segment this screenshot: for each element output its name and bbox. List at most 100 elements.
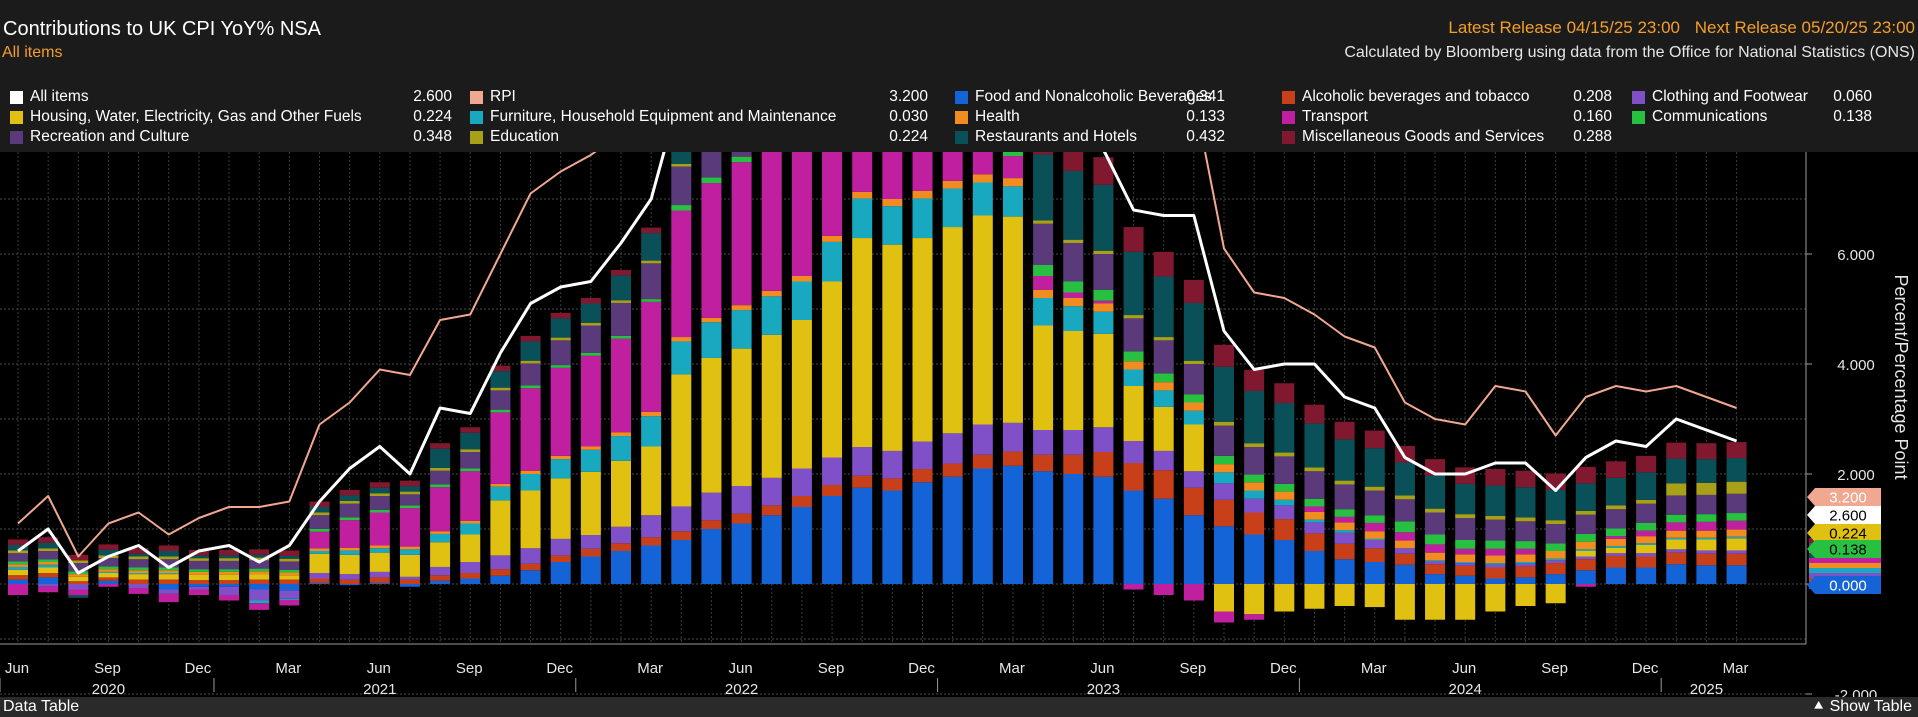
bar-segment [399,508,420,547]
legend-value: 0.348 [413,128,452,145]
bar-segment [1545,563,1566,575]
bar-segment [1485,485,1506,516]
bar-segment [1515,541,1536,549]
bar-segment [1394,462,1415,496]
bar-segment [1123,361,1144,370]
bar-segment [219,560,240,570]
bar-segment [1666,522,1687,531]
bar-segment [188,571,209,575]
bar-segment [460,578,481,584]
bar-segment [1455,584,1476,620]
legend-item[interactable]: Health 0.133 [955,107,1225,127]
bar-segment [791,281,812,320]
bar-segment [972,424,993,455]
bar-segment [791,507,812,584]
bar-segment [1214,464,1234,473]
bar-segment [188,558,209,561]
bar-segment [1515,548,1536,555]
legend-item[interactable]: RPI 3.200 [470,87,928,107]
bar-segment [791,320,812,469]
legend-item[interactable]: Food and Nonalcoholic Beverages 0.341 [955,87,1225,107]
legend-item[interactable]: All items 2.600 [10,87,452,107]
security-subtitle[interactable]: All items [2,44,63,61]
legend-item[interactable]: Restaurants and Hotels 0.432 [955,127,1225,147]
bar-segment [490,365,511,372]
bar-segment [1485,548,1506,556]
bar-segment [8,544,28,551]
legend-swatch [1282,91,1295,104]
bar-segment [279,569,300,573]
bar-segment [309,548,330,551]
legend-label: Communications [1652,108,1768,125]
bar-segment [98,566,119,570]
bar-segment [1334,421,1355,440]
bar-segment [430,542,451,567]
bar-segment [1214,483,1234,500]
bar-segment [279,579,300,584]
legend-item[interactable]: Recreation and Culture 0.348 [10,127,452,147]
bar-segment [731,513,752,524]
bar-segment [1636,553,1657,557]
all-items-line [17,152,1738,575]
bar-segment [1304,533,1325,551]
chart-axes: -2.0000.0002.0004.0006.0008.00010.00012.… [0,152,1911,697]
bar-segment [1485,578,1506,584]
legend-item[interactable]: Clothing and Footwear 0.060 [1632,87,1872,107]
x-tick-label: Sep [94,660,121,677]
bar-segment [1123,227,1144,252]
bar-segment [219,555,240,559]
bar-segment [68,595,89,598]
bar-segment [1002,152,1023,157]
show-table-label: Show Table [1829,698,1912,715]
y-tick-label: 8.000 [1837,152,1875,154]
data-table-label[interactable]: Data Table [3,698,80,715]
legend-item[interactable]: Communications 0.138 [1632,107,1872,127]
bar-segment [1153,373,1174,383]
x-year-label: 2021 [363,681,396,697]
legend-item[interactable]: Housing, Water, Electricity, Gas and Oth… [10,107,452,127]
bar-segment [1304,506,1325,512]
bar-segment [1364,430,1385,449]
y-tick-label: 6.000 [1837,247,1875,264]
bar-segment [8,579,28,584]
bar-segment [339,579,360,584]
bar-segment [1636,499,1657,504]
bar-segment [972,182,993,216]
bar-segment [1093,300,1114,304]
bar-segment [369,571,390,578]
bar-segment [339,500,360,504]
bar-segment [1696,550,1717,554]
bar-segment [1636,522,1657,531]
legend-item[interactable]: Transport 0.160 [1282,107,1612,127]
bar-segment [158,593,179,603]
bar-segment [68,589,89,595]
show-table-button[interactable]: ⯅︎ Show Table [1812,698,1912,716]
legend-value: 0.133 [1186,108,1225,125]
bar-segment [731,348,752,487]
bar-segment [38,551,59,560]
bar-segment [1033,430,1054,455]
bar-segment [550,312,571,319]
legend-item[interactable]: Miscellaneous Goods and Services 0.288 [1282,127,1612,147]
x-year-label: 2025 [1690,681,1723,697]
bar-segment [1425,564,1446,575]
bar-segment [369,482,390,488]
bar-segment [8,566,28,570]
bar-segment [822,281,843,458]
bar-segment [671,210,692,338]
bar-segment [339,547,360,551]
bar-segment [1063,292,1084,298]
bar-segment [1214,366,1234,422]
bar-segment [369,509,390,513]
legend-item[interactable]: Furniture, Household Equipment and Maint… [470,107,928,127]
bar-segment [339,503,360,518]
bar-segment [912,190,933,199]
bar-segment [8,553,28,562]
legend-item[interactable]: Education 0.224 [470,127,928,147]
bar-segment [1153,498,1174,584]
bar-segment [731,152,752,157]
legend-item[interactable]: Alcoholic beverages and tobacco 0.208 [1282,87,1612,107]
bar-segment [1696,459,1717,483]
legend-swatch [1632,111,1645,124]
bar-segment [580,303,601,323]
